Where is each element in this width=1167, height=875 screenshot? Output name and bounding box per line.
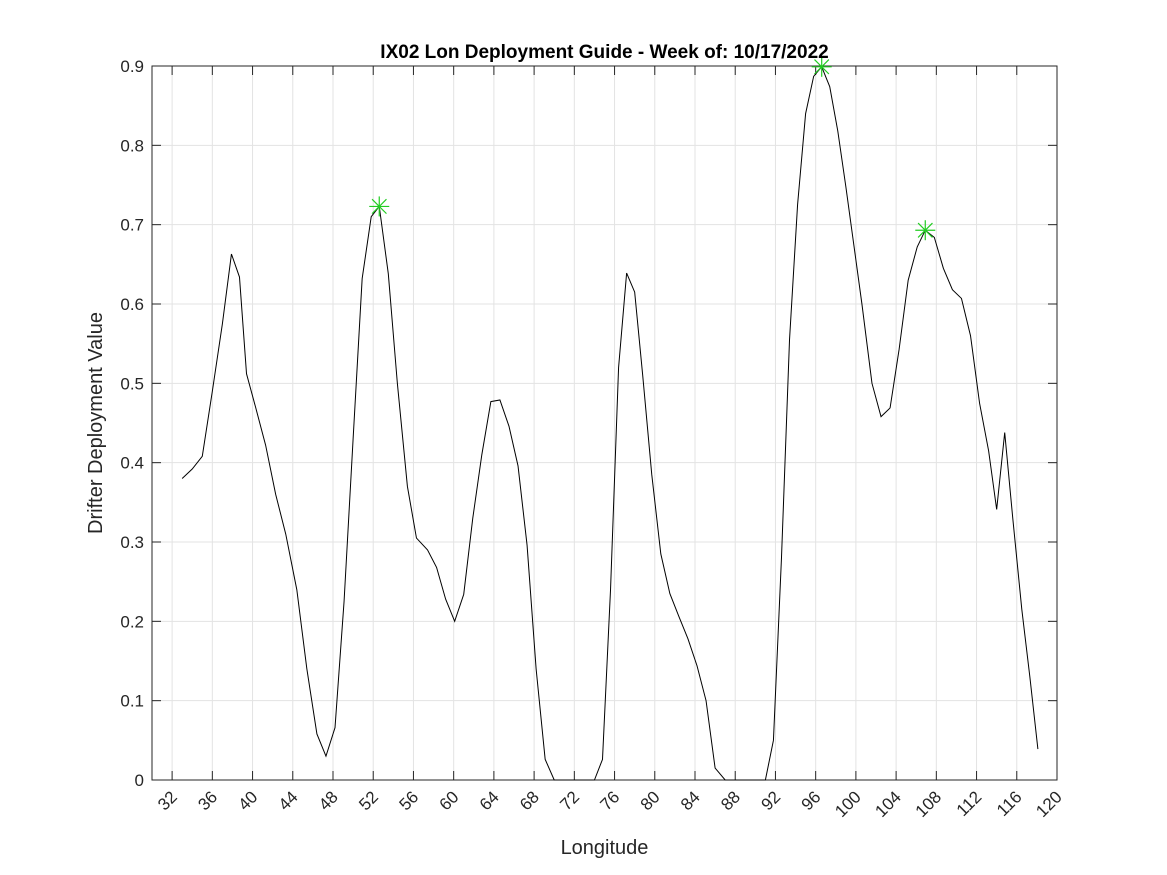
x-tick-label: 76 [597,787,624,814]
y-tick-label: 0.2 [120,612,144,631]
x-tick-label: 108 [912,787,945,820]
x-tick-label: 96 [798,787,825,814]
plot-area-frame [151,65,1058,781]
x-tick-label: 116 [993,787,1026,820]
x-tick-label: 44 [275,787,302,814]
x-tick-label: 72 [556,787,583,814]
y-tick-label: 0.1 [120,692,144,711]
x-tick-label: 36 [194,787,221,814]
x-tick-label: 68 [516,787,543,814]
x-tick-label: 48 [315,787,342,814]
x-tick-label: 32 [154,787,181,814]
y-tick-label: 0.9 [120,57,144,76]
x-tick-label: 120 [1032,787,1065,820]
x-tick-label: 40 [235,787,262,814]
y-tick-label: 0.5 [120,374,144,393]
x-tick-label: 60 [436,787,463,814]
peak-marker [811,56,832,77]
x-tick-label: 100 [831,787,864,820]
x-tick-label: 56 [395,787,422,814]
x-axis-label: Longitude [561,837,649,859]
x-tick-label: 80 [637,787,664,814]
chart-title: IX02 Lon Deployment Guide - Week of: 10/… [380,42,828,63]
series-line-1 [181,65,1039,781]
peak-marker [369,196,390,217]
y-tick-label: 0.7 [120,216,144,235]
x-tick-label: 92 [757,787,784,814]
y-tick-label: 0.4 [120,454,144,473]
y-tick-label: 0.8 [120,136,144,155]
x-tick-label: 52 [355,787,382,814]
y-axis-label: Drifter Deployment Value [85,312,107,534]
markers-layer [369,56,936,241]
y-tick-label: 0.6 [120,295,144,314]
x-tick-label: 112 [953,787,986,820]
x-tick-label: 84 [677,787,704,814]
y-tick-label: 0.3 [120,533,144,552]
grid [152,65,1058,781]
x-tick-label: 64 [476,787,503,814]
series-layer [181,65,1039,781]
x-tick-label: 104 [871,787,904,820]
y-tick-label: 0 [135,771,144,790]
peak-marker [915,220,936,241]
x-tick-label: 88 [717,787,744,814]
axis-ticks: 32 36 40 44 48 52 56 60 64 68 72 76 80 84 88 92 96 100 104… [120,57,1065,821]
